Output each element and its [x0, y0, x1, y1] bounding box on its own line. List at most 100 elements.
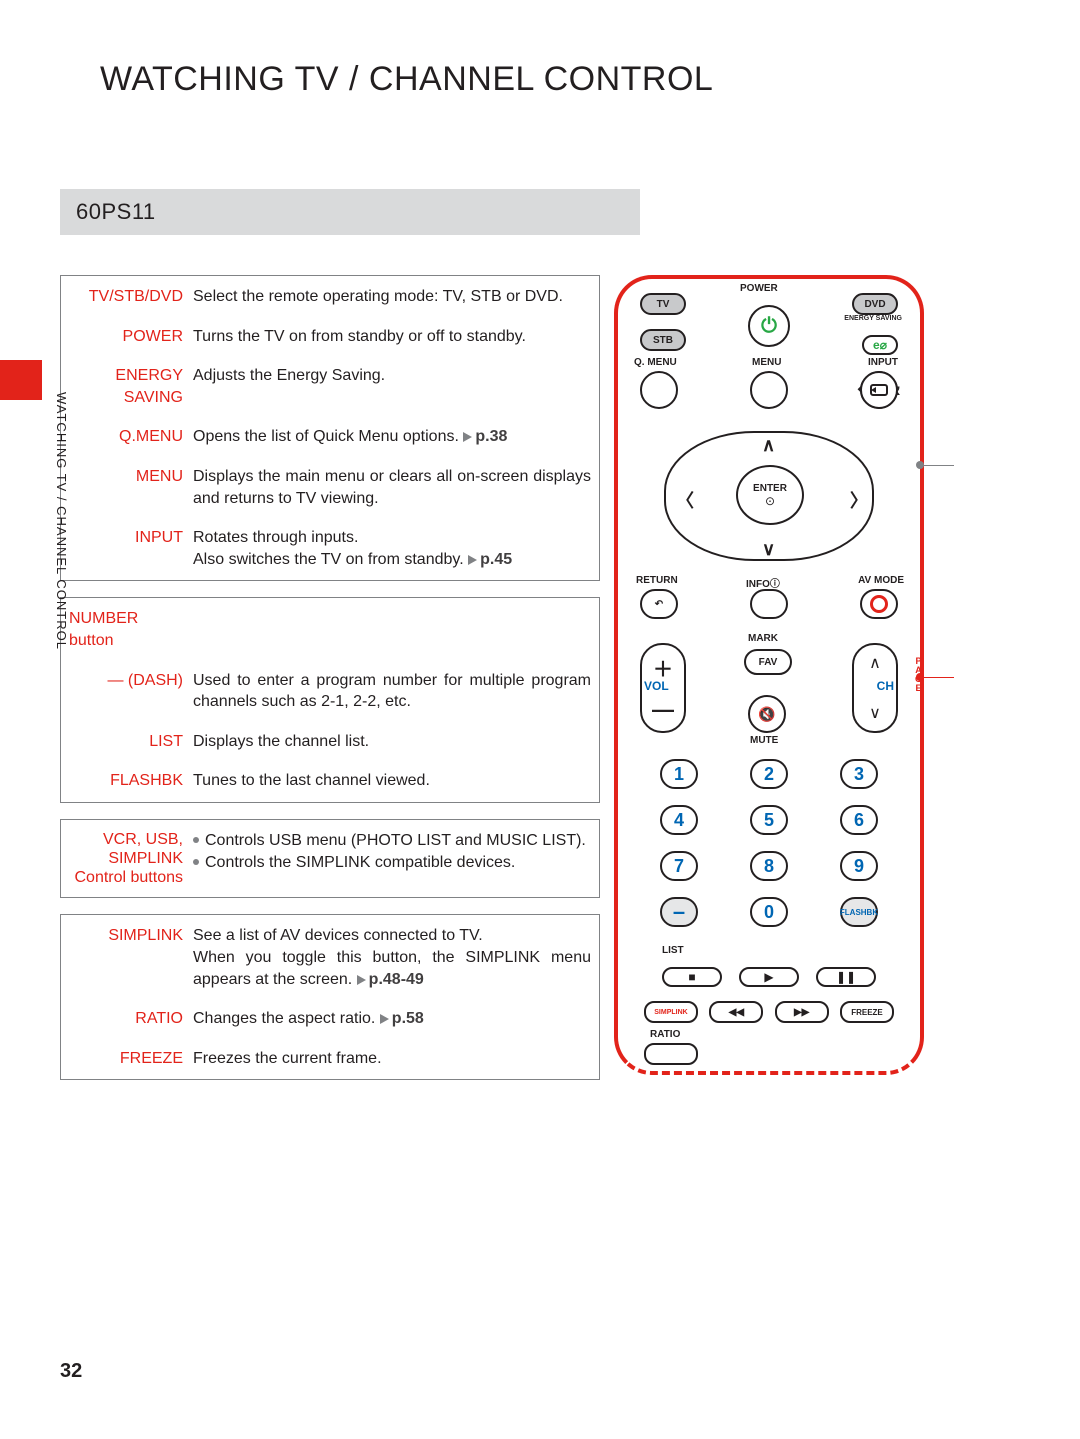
desc-flashbk: Tunes to the last channel viewed.: [193, 770, 591, 792]
lbl-ch: CH: [877, 679, 894, 693]
leaf-icon: e⌀: [873, 338, 887, 352]
number-pad: 1 2 3 4 5 6 7 8 9 – 0 FLASHBK: [654, 759, 884, 927]
lbl-avmode-remote: AV MODE: [858, 575, 904, 586]
lbl-number: NUMBER button: [69, 608, 193, 651]
page-number: 32: [60, 1360, 82, 1383]
desc-freeze: Freezes the current frame.: [193, 1048, 591, 1070]
qmenu-button[interactable]: [640, 371, 678, 409]
num-8[interactable]: 8: [750, 851, 788, 881]
num-9[interactable]: 9: [840, 851, 878, 881]
stop-button[interactable]: ■: [662, 967, 722, 987]
desc-group-2: NUMBER button — (DASH)Used to enter a pr…: [60, 597, 600, 803]
mute-icon: 🔇: [758, 706, 775, 723]
lbl-mark: MARK: [748, 633, 778, 644]
stb-button[interactable]: STB: [640, 329, 686, 351]
lbl-input-remote: INPUT: [868, 357, 898, 368]
num-2[interactable]: 2: [750, 759, 788, 789]
desc-dash: Used to enter a program number for multi…: [193, 670, 591, 713]
ring-icon: [870, 595, 888, 613]
pause-button[interactable]: ❚❚: [816, 967, 876, 987]
desc-group-1: TV/STB/DVDSelect the remote operating mo…: [60, 275, 600, 581]
lbl-ratio-btn: RATIO: [650, 1029, 680, 1040]
arrow-up-icon[interactable]: ∧: [762, 435, 775, 456]
rewind-button[interactable]: ◀◀: [709, 1001, 763, 1023]
lbl-list: LIST: [69, 731, 193, 753]
info-button[interactable]: [750, 589, 788, 619]
description-column: TV/STB/DVDSelect the remote operating mo…: [60, 275, 600, 1096]
avmode-button[interactable]: [860, 589, 898, 619]
desc-input: Rotates through inputs. Also switches th…: [193, 527, 591, 570]
flashbk-button[interactable]: FLASHBK: [840, 897, 878, 927]
plus-icon: ＋: [653, 653, 673, 682]
lbl-energy-remote: ENERGY SAVING: [844, 315, 902, 322]
menu-button[interactable]: [750, 371, 788, 409]
enter-button[interactable]: ENTER ⊙: [736, 465, 804, 525]
power-button[interactable]: ⏻: [748, 305, 790, 347]
desc-list: Displays the channel list.: [193, 731, 591, 753]
lbl-power-remote: POWER: [740, 283, 778, 294]
arrow-down-icon[interactable]: ∨: [762, 539, 775, 560]
energy-saving-button[interactable]: e⌀: [862, 335, 898, 355]
lbl-freeze: FREEZE: [69, 1048, 193, 1070]
page-title: WATCHING TV / CHANNEL CONTROL: [100, 60, 1020, 99]
lbl-simplink: SIMPLINK: [69, 925, 193, 990]
lbl-list-btn: LIST: [662, 945, 684, 956]
arrow-right-icon[interactable]: 〉: [850, 487, 868, 513]
lbl-ratio: RATIO: [69, 1008, 193, 1030]
minus-icon: —: [652, 697, 674, 723]
side-label: WATCHING TV / CHANNEL CONTROL: [54, 392, 69, 650]
lbl-menu: MENU: [69, 466, 193, 509]
desc-tvstbdvd: Select the remote operating mode: TV, ST…: [193, 286, 591, 308]
remote-diagram: POWER ENERGY SAVING Q. MENU MENU INPUT T…: [614, 275, 924, 1075]
target-icon: ⊙: [765, 494, 775, 508]
desc-ratio: Changes the aspect ratio. p.58: [193, 1008, 591, 1030]
num-1[interactable]: 1: [660, 759, 698, 789]
bottom-media-row: SIMPLINK ◀◀ ▶▶ FREEZE: [644, 1001, 894, 1023]
section-tab: [0, 360, 42, 400]
desc-energy: Adjusts the Energy Saving.: [193, 365, 591, 408]
lbl-qmenu: Q.MENU: [69, 426, 193, 448]
arrow-left-icon[interactable]: 〈: [676, 487, 694, 513]
chevron-down-icon: ∨: [869, 703, 881, 723]
desc-power: Turns the TV on from standby or off to s…: [193, 326, 591, 348]
lbl-energy: ENERGY SAVING: [69, 365, 193, 408]
lbl-qmenu-remote: Q. MENU: [634, 357, 677, 368]
ffwd-button[interactable]: ▶▶: [775, 1001, 829, 1023]
lbl-vcr: VCR, USB, SIMPLINK Control buttons: [69, 830, 193, 888]
lbl-dash: — (DASH): [69, 670, 193, 713]
lbl-tvstbdvd: TV/STB/DVD: [69, 286, 193, 308]
ratio-button[interactable]: [644, 1043, 698, 1065]
lbl-page: P A G E: [915, 657, 922, 693]
mute-button[interactable]: 🔇: [748, 695, 786, 733]
desc-group-4: SIMPLINKSee a list of AV devices connect…: [60, 914, 600, 1080]
desc-menu: Displays the main menu or clears all on-…: [193, 466, 591, 509]
return-button[interactable]: ↶: [640, 589, 678, 619]
lbl-vol: VOL: [644, 679, 669, 693]
lbl-menu-remote: MENU: [752, 357, 781, 368]
lbl-power: POWER: [69, 326, 193, 348]
simplink-button[interactable]: SIMPLINK: [644, 1001, 698, 1023]
num-5[interactable]: 5: [750, 805, 788, 835]
num-0[interactable]: 0: [750, 897, 788, 927]
power-icon: ⏻: [761, 315, 777, 338]
lbl-input: INPUT: [69, 527, 193, 570]
fav-button[interactable]: FAV: [744, 649, 792, 675]
num-7[interactable]: 7: [660, 851, 698, 881]
input-button-icon[interactable]: [860, 371, 898, 409]
dvd-button[interactable]: DVD: [852, 293, 898, 315]
chevron-up-icon: ∧: [869, 653, 881, 673]
media-row: ■ ▶ ❚❚: [662, 967, 876, 987]
lbl-return-remote: RETURN: [636, 575, 678, 586]
tv-button[interactable]: TV: [640, 293, 686, 315]
lbl-mute: MUTE: [750, 735, 778, 746]
dash-button[interactable]: –: [660, 897, 698, 927]
desc-vcr: Controls USB menu (PHOTO LIST and MUSIC …: [193, 830, 591, 888]
desc-qmenu: Opens the list of Quick Menu options. p.…: [193, 426, 591, 448]
num-6[interactable]: 6: [840, 805, 878, 835]
num-3[interactable]: 3: [840, 759, 878, 789]
lbl-info-remote: INFOⓘ: [746, 575, 780, 590]
desc-simplink: See a list of AV devices connected to TV…: [193, 925, 591, 990]
num-4[interactable]: 4: [660, 805, 698, 835]
play-button[interactable]: ▶: [739, 967, 799, 987]
freeze-button[interactable]: FREEZE: [840, 1001, 894, 1023]
